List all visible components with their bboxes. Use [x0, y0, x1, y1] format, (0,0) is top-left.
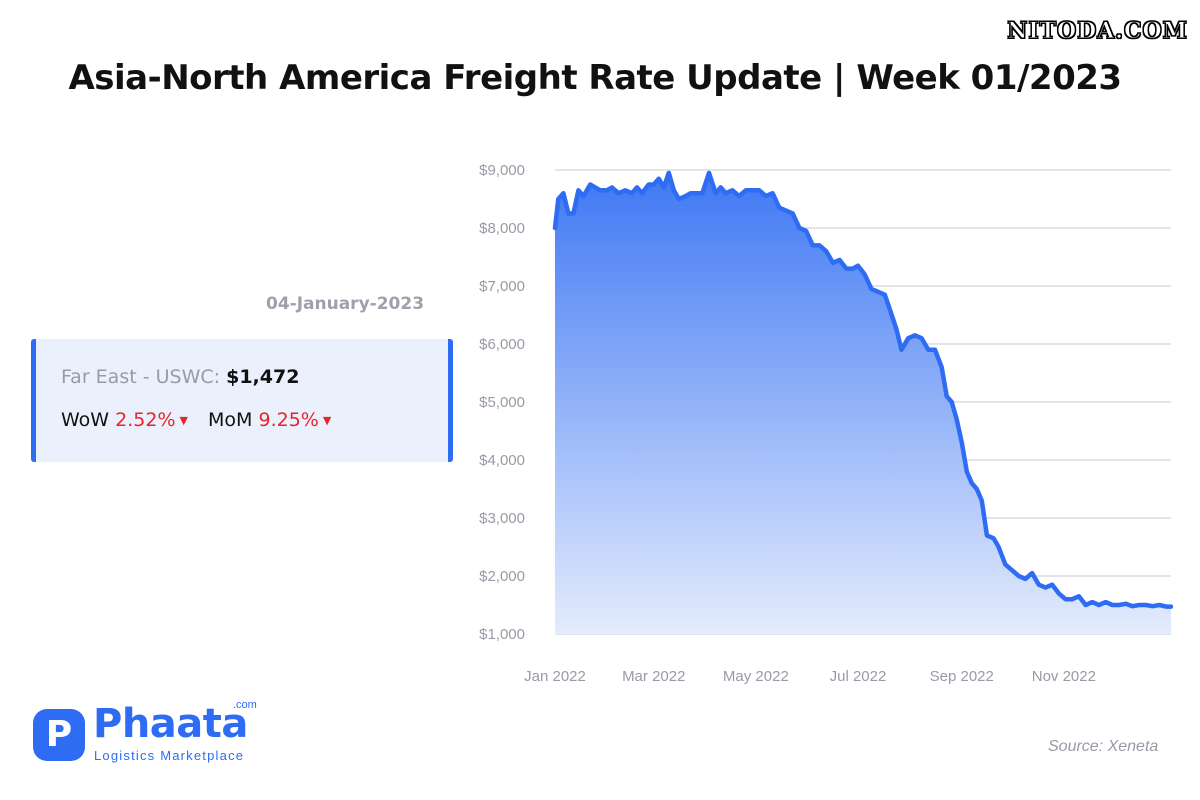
x-tick-label: Jan 2022 [524, 668, 586, 685]
caret-down-icon: ▼ [322, 414, 332, 427]
x-tick-label: May 2022 [723, 668, 789, 685]
y-tick-label: $1,000 [479, 626, 525, 643]
caret-down-icon: ▼ [179, 414, 188, 427]
phaata-logo-glyph: P [45, 714, 73, 755]
rate-summary-card: Far East - USWC: $1,472 WoW 2.52% ▼ MoM 9… [31, 339, 453, 462]
watermark: NITODA.COM [1007, 18, 1188, 45]
wow-value: 2.52% [115, 409, 176, 431]
mom-metric: MoM 9.25% ▼ [208, 409, 331, 431]
y-tick-label: $9,000 [479, 162, 525, 179]
change-line: WoW 2.52% ▼ MoM 9.25% ▼ [61, 409, 345, 431]
y-tick-label: $3,000 [479, 510, 525, 527]
logo-tagline: Logistics Marketplace [94, 748, 245, 763]
x-tick-label: Mar 2022 [622, 668, 685, 685]
y-axis-ticks: $1,000 $2,000 $3,000 $4,000 $5,000 $6,000 $7,0… [479, 162, 525, 643]
logo-wordmark: Phaata [93, 701, 248, 747]
rate-line: Far East - USWC: $1,472 [61, 366, 299, 388]
report-date: 04-January-2023 [266, 294, 425, 314]
current-rate-value: $1,472 [226, 366, 300, 388]
y-tick-label: $8,000 [479, 220, 525, 237]
rate-area [555, 172, 1171, 634]
y-tick-label: $2,000 [479, 568, 525, 585]
wow-label: WoW [61, 409, 110, 431]
page-title: Asia-North America Freight Rate Update |… [68, 58, 1122, 98]
trade-lane-label: Far East - USWC: [61, 366, 221, 388]
x-tick-label: Jul 2022 [830, 668, 887, 685]
rate-line-series [552, 170, 1174, 609]
wow-metric: WoW 2.52% ▼ [61, 409, 188, 431]
y-tick-label: $7,000 [479, 278, 525, 295]
x-tick-label: Nov 2022 [1032, 668, 1096, 685]
mom-value: 9.25% [258, 409, 319, 431]
mom-label: MoM [208, 409, 253, 431]
source-credit: Source: Xeneta [1048, 738, 1159, 755]
y-tick-label: $4,000 [479, 452, 525, 469]
phaata-logo-mark: P [33, 709, 85, 761]
x-axis-ticks: Jan 2022 Mar 2022 May 2022 Jul 2022 Sep 2022… [524, 668, 1096, 685]
y-tick-label: $5,000 [479, 394, 525, 411]
x-tick-label: Sep 2022 [930, 668, 994, 685]
y-tick-label: $6,000 [479, 336, 525, 353]
phaata-logo: P Phaata .com Logistics Marketplace [33, 699, 293, 775]
logo-domain: .com [233, 699, 257, 711]
